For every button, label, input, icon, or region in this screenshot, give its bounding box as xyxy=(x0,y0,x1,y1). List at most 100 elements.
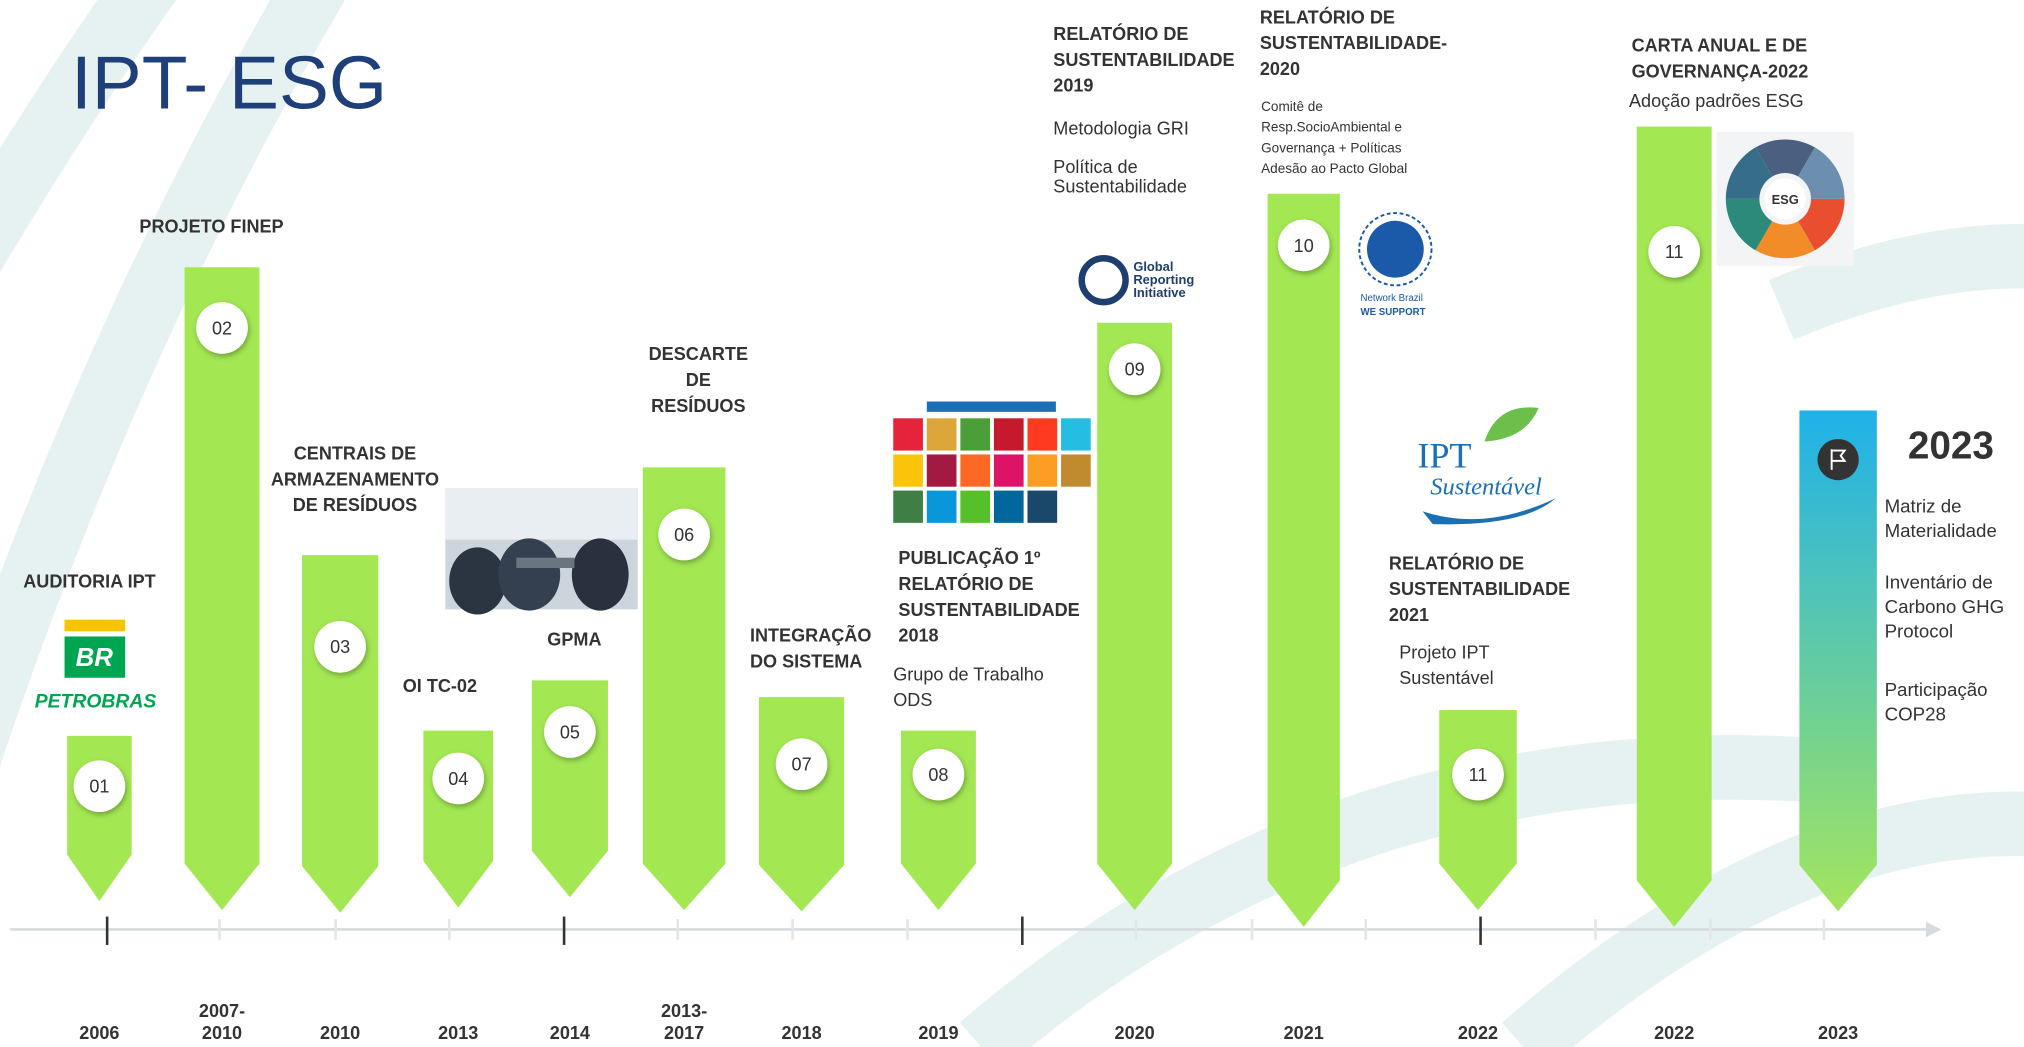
milestone-number: 06 xyxy=(674,525,694,545)
flag-icon xyxy=(1817,439,1858,480)
sdg-tile xyxy=(893,418,923,450)
sdg-tile xyxy=(1061,491,1091,523)
milestone-year: 2013 xyxy=(438,1023,478,1043)
sdg-tile xyxy=(927,418,957,450)
milestone-number: 02 xyxy=(212,318,232,338)
un-network: Network Brazil xyxy=(1361,293,1423,304)
ipt-logo-text: IPT xyxy=(1417,435,1471,475)
milestone-number: 11 xyxy=(1469,765,1488,785)
milestone-heading: PROJETO FINEP xyxy=(139,216,283,236)
milestone-heading: DESCARTE xyxy=(649,344,748,364)
final-item: COP28 xyxy=(1885,703,1946,724)
milestone-detail: Política de xyxy=(1053,157,1137,177)
final-item: Participação xyxy=(1885,679,1988,700)
final-year: 2023 xyxy=(1818,1023,1858,1043)
milestone-heading: RELATÓRIO DE xyxy=(1389,552,1524,573)
milestone-number: 08 xyxy=(928,765,948,785)
petrobras-br: BR xyxy=(76,644,114,672)
sdg-header xyxy=(927,402,1056,412)
milestone-heading: 2020 xyxy=(1260,59,1300,79)
milestone-detail: Sustentabilidade xyxy=(1053,176,1187,196)
milestone-year: 2022 xyxy=(1654,1023,1694,1043)
gri-globe xyxy=(1082,258,1126,302)
milestone-heading: RELATÓRIO DE xyxy=(898,573,1033,594)
milestone-detail: ODS xyxy=(893,690,932,710)
milestone-number: 01 xyxy=(89,777,109,797)
milestone-heading: RELATÓRIO DE xyxy=(1053,23,1188,44)
milestone-heading: SUSTENTABILIDADE xyxy=(1053,50,1234,70)
milestone-heading: 2018 xyxy=(898,626,938,646)
milestone-number: 05 xyxy=(560,722,580,742)
milestone-number: 04 xyxy=(448,769,468,789)
milestone-heading: DO SISTEMA xyxy=(750,651,862,671)
sdg-tile xyxy=(893,491,923,523)
milestone-year: 2010 xyxy=(320,1023,360,1043)
sdg-tile xyxy=(1061,418,1091,450)
milestone-year: 2010 xyxy=(202,1023,242,1043)
milestone-number: 09 xyxy=(1125,360,1145,380)
milestone-heading: DE RESÍDUOS xyxy=(293,494,417,515)
sdg-tile xyxy=(1061,454,1091,486)
milestone-year: 2006 xyxy=(79,1023,119,1043)
ipt-hand xyxy=(1422,498,1555,524)
sdg-tile xyxy=(1027,491,1057,523)
un-support: WE SUPPORT xyxy=(1361,307,1426,318)
milestone-heading: RELATÓRIO DE xyxy=(1260,6,1395,27)
milestone-heading: INTEGRAÇÃO xyxy=(750,625,871,646)
final-item: Protocol xyxy=(1885,621,1954,642)
milestone-year: 2021 xyxy=(1284,1023,1324,1043)
milestone-heading: PUBLICAÇÃO 1º xyxy=(898,547,1040,568)
petrobras-bar xyxy=(65,620,126,632)
milestone-heading: OI TC-02 xyxy=(403,676,477,696)
un-globe xyxy=(1367,221,1424,278)
final-item: Matriz de xyxy=(1885,496,1962,517)
milestone-heading: GOVERNANÇA-2022 xyxy=(1632,62,1809,82)
sdg-tile xyxy=(994,491,1024,523)
milestone-heading: SUSTENTABILIDADE xyxy=(898,600,1079,620)
esg-label: ESG xyxy=(1772,192,1799,207)
sdg-tile xyxy=(994,454,1024,486)
milestone-bar xyxy=(185,267,260,910)
title: IPT- ESG xyxy=(71,41,387,125)
milestone-bar xyxy=(1439,710,1516,910)
sdg-tile xyxy=(1027,454,1057,486)
page: IPT- ESG 012006AUDITORIA IPT022007-2010P… xyxy=(0,0,2024,1047)
milestone-year: 2007- xyxy=(199,1001,245,1021)
gri-text: Initiative xyxy=(1133,285,1185,300)
milestone-year: 2013- xyxy=(661,1001,707,1021)
milestone-number: 10 xyxy=(1294,236,1314,256)
photo-meeting xyxy=(445,488,637,615)
sdg-tile xyxy=(927,491,957,523)
milestone-year: 2014 xyxy=(550,1023,590,1043)
milestone-detail: Grupo de Trabalho xyxy=(893,664,1044,684)
milestone-heading: 2019 xyxy=(1053,76,1093,96)
final-heading: 2023 xyxy=(1908,424,1994,467)
milestone-detail: Comitê de xyxy=(1261,99,1323,114)
milestone-year: 2019 xyxy=(918,1023,958,1043)
sdg-tile xyxy=(960,418,990,450)
sdg-tile xyxy=(1027,418,1057,450)
milestone-bar xyxy=(302,555,378,913)
sdg-tile xyxy=(960,491,990,523)
milestone-detail: Governança + Políticas xyxy=(1261,140,1402,155)
milestone-year: 2022 xyxy=(1458,1023,1498,1043)
milestone-detail: Resp.SocioAmbiental e xyxy=(1261,120,1402,135)
milestone-bar xyxy=(1268,194,1340,927)
sdg-grid xyxy=(893,402,1090,523)
milestone-year: 2017 xyxy=(664,1023,704,1043)
sdg-tile xyxy=(893,454,923,486)
timeline-slide: IPT- ESG 012006AUDITORIA IPT022007-2010P… xyxy=(0,0,2024,1047)
milestone-detail: Adoção padrões ESG xyxy=(1629,91,1804,111)
milestone-detail: Sustentável xyxy=(1399,668,1493,688)
milestone-number: 11 xyxy=(1665,242,1684,262)
final-item: Materialidade xyxy=(1885,520,1997,541)
milestone-year: 2020 xyxy=(1115,1023,1155,1043)
milestone-number: 03 xyxy=(330,637,350,657)
milestone-bar xyxy=(759,697,844,911)
final-item: Inventário de xyxy=(1885,572,1993,593)
milestone-bar xyxy=(1097,323,1172,910)
petrobras-name: PETROBRAS xyxy=(35,690,157,712)
milestone-detail: Adesão ao Pacto Global xyxy=(1261,161,1407,176)
milestone-heading: CARTA ANUAL E DE xyxy=(1632,36,1808,56)
milestone-bar-2023 xyxy=(1799,411,1876,912)
